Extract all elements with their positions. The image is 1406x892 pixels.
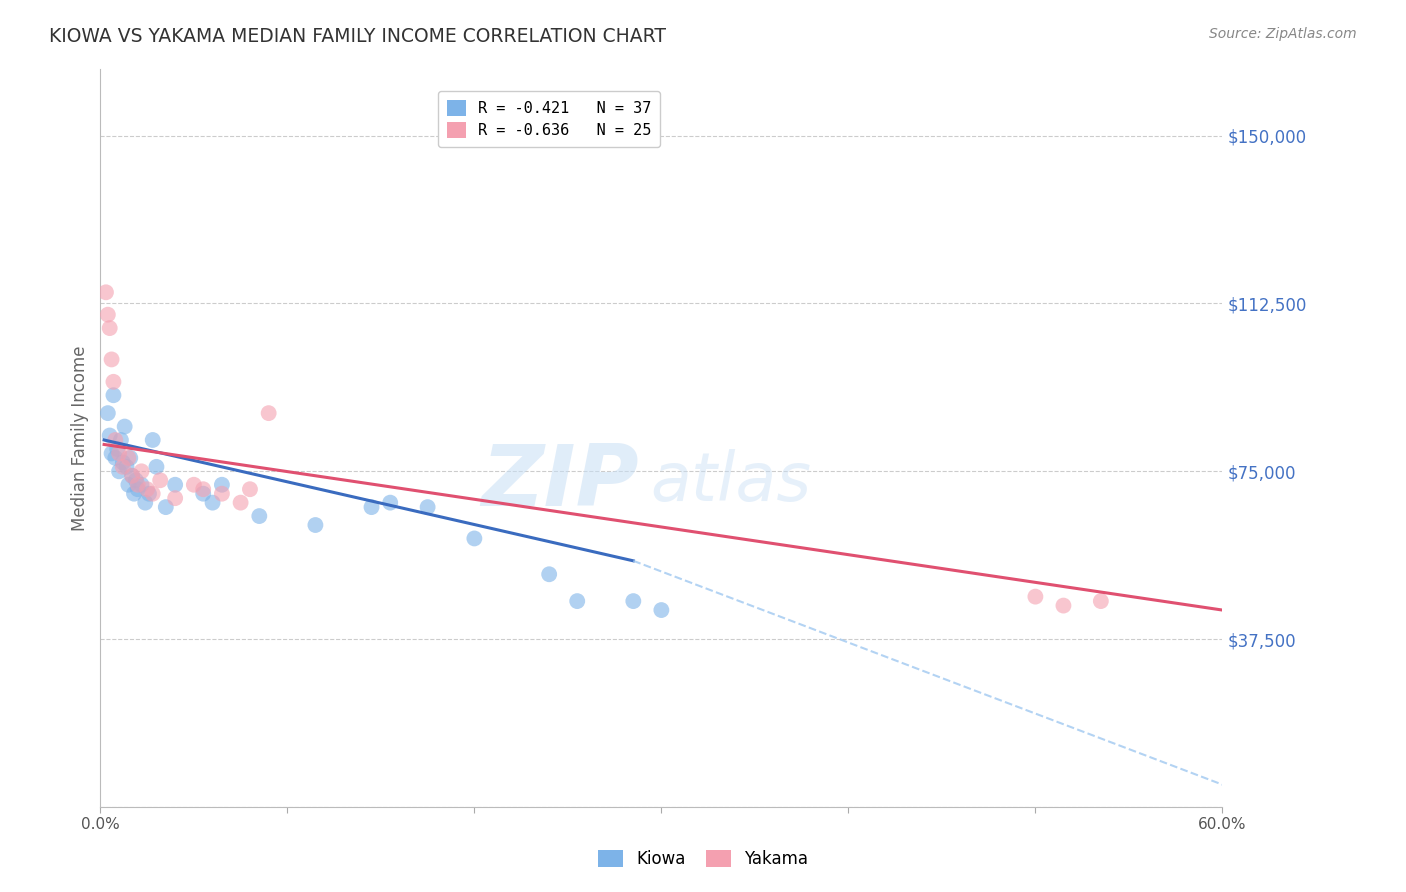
Legend: R = -0.421   N = 37, R = -0.636   N = 25: R = -0.421 N = 37, R = -0.636 N = 25 xyxy=(439,91,661,147)
Point xyxy=(138,486,160,500)
Point xyxy=(97,308,120,322)
Point xyxy=(463,532,485,546)
Point xyxy=(1090,594,1112,608)
Point xyxy=(193,486,215,500)
Point xyxy=(416,500,439,515)
Legend: Kiowa, Yakama: Kiowa, Yakama xyxy=(592,843,814,875)
Point xyxy=(103,375,125,389)
Point xyxy=(105,442,128,456)
Point xyxy=(567,594,589,608)
Point xyxy=(193,482,215,496)
Point xyxy=(380,496,402,510)
Point xyxy=(94,285,117,300)
Point xyxy=(165,491,187,505)
Point xyxy=(304,518,326,533)
Point xyxy=(621,594,644,608)
Point xyxy=(211,486,233,500)
Point xyxy=(114,419,136,434)
Point xyxy=(111,455,134,469)
Y-axis label: Median Family Income: Median Family Income xyxy=(72,345,89,531)
Point xyxy=(121,468,143,483)
Point xyxy=(131,464,153,478)
Point xyxy=(257,406,280,420)
Point xyxy=(650,603,672,617)
Point xyxy=(131,477,153,491)
Point xyxy=(1052,599,1074,613)
Point xyxy=(239,482,262,496)
Point xyxy=(211,477,233,491)
Point xyxy=(149,473,172,487)
Point xyxy=(97,406,120,420)
Point xyxy=(142,486,165,500)
Point xyxy=(122,486,145,500)
Point xyxy=(98,428,121,442)
Point xyxy=(117,450,139,465)
Point xyxy=(229,496,252,510)
Text: KIOWA VS YAKAMA MEDIAN FAMILY INCOME CORRELATION CHART: KIOWA VS YAKAMA MEDIAN FAMILY INCOME COR… xyxy=(49,27,666,45)
Point xyxy=(111,459,134,474)
Point xyxy=(165,477,187,491)
Point xyxy=(142,433,165,447)
Point xyxy=(127,482,149,496)
Point xyxy=(201,496,224,510)
Point xyxy=(127,477,149,491)
Point xyxy=(136,482,159,496)
Point xyxy=(183,477,205,491)
Point xyxy=(145,459,167,474)
Point xyxy=(1024,590,1046,604)
Point xyxy=(100,352,122,367)
Point xyxy=(117,477,139,491)
Text: Source: ZipAtlas.com: Source: ZipAtlas.com xyxy=(1209,27,1357,41)
Point xyxy=(115,459,138,474)
Point xyxy=(155,500,177,515)
Point xyxy=(360,500,382,515)
Point xyxy=(98,321,121,335)
Point xyxy=(100,446,122,460)
Point xyxy=(120,450,142,465)
Point xyxy=(125,473,148,487)
Point xyxy=(104,450,127,465)
Point xyxy=(121,468,143,483)
Text: ZIP: ZIP xyxy=(481,441,638,524)
Point xyxy=(108,446,131,460)
Point xyxy=(134,496,156,510)
Point xyxy=(104,433,127,447)
Point xyxy=(538,567,561,582)
Point xyxy=(103,388,125,402)
Point xyxy=(110,433,132,447)
Point xyxy=(247,509,270,524)
Point xyxy=(108,464,131,478)
Text: atlas: atlas xyxy=(650,449,811,515)
